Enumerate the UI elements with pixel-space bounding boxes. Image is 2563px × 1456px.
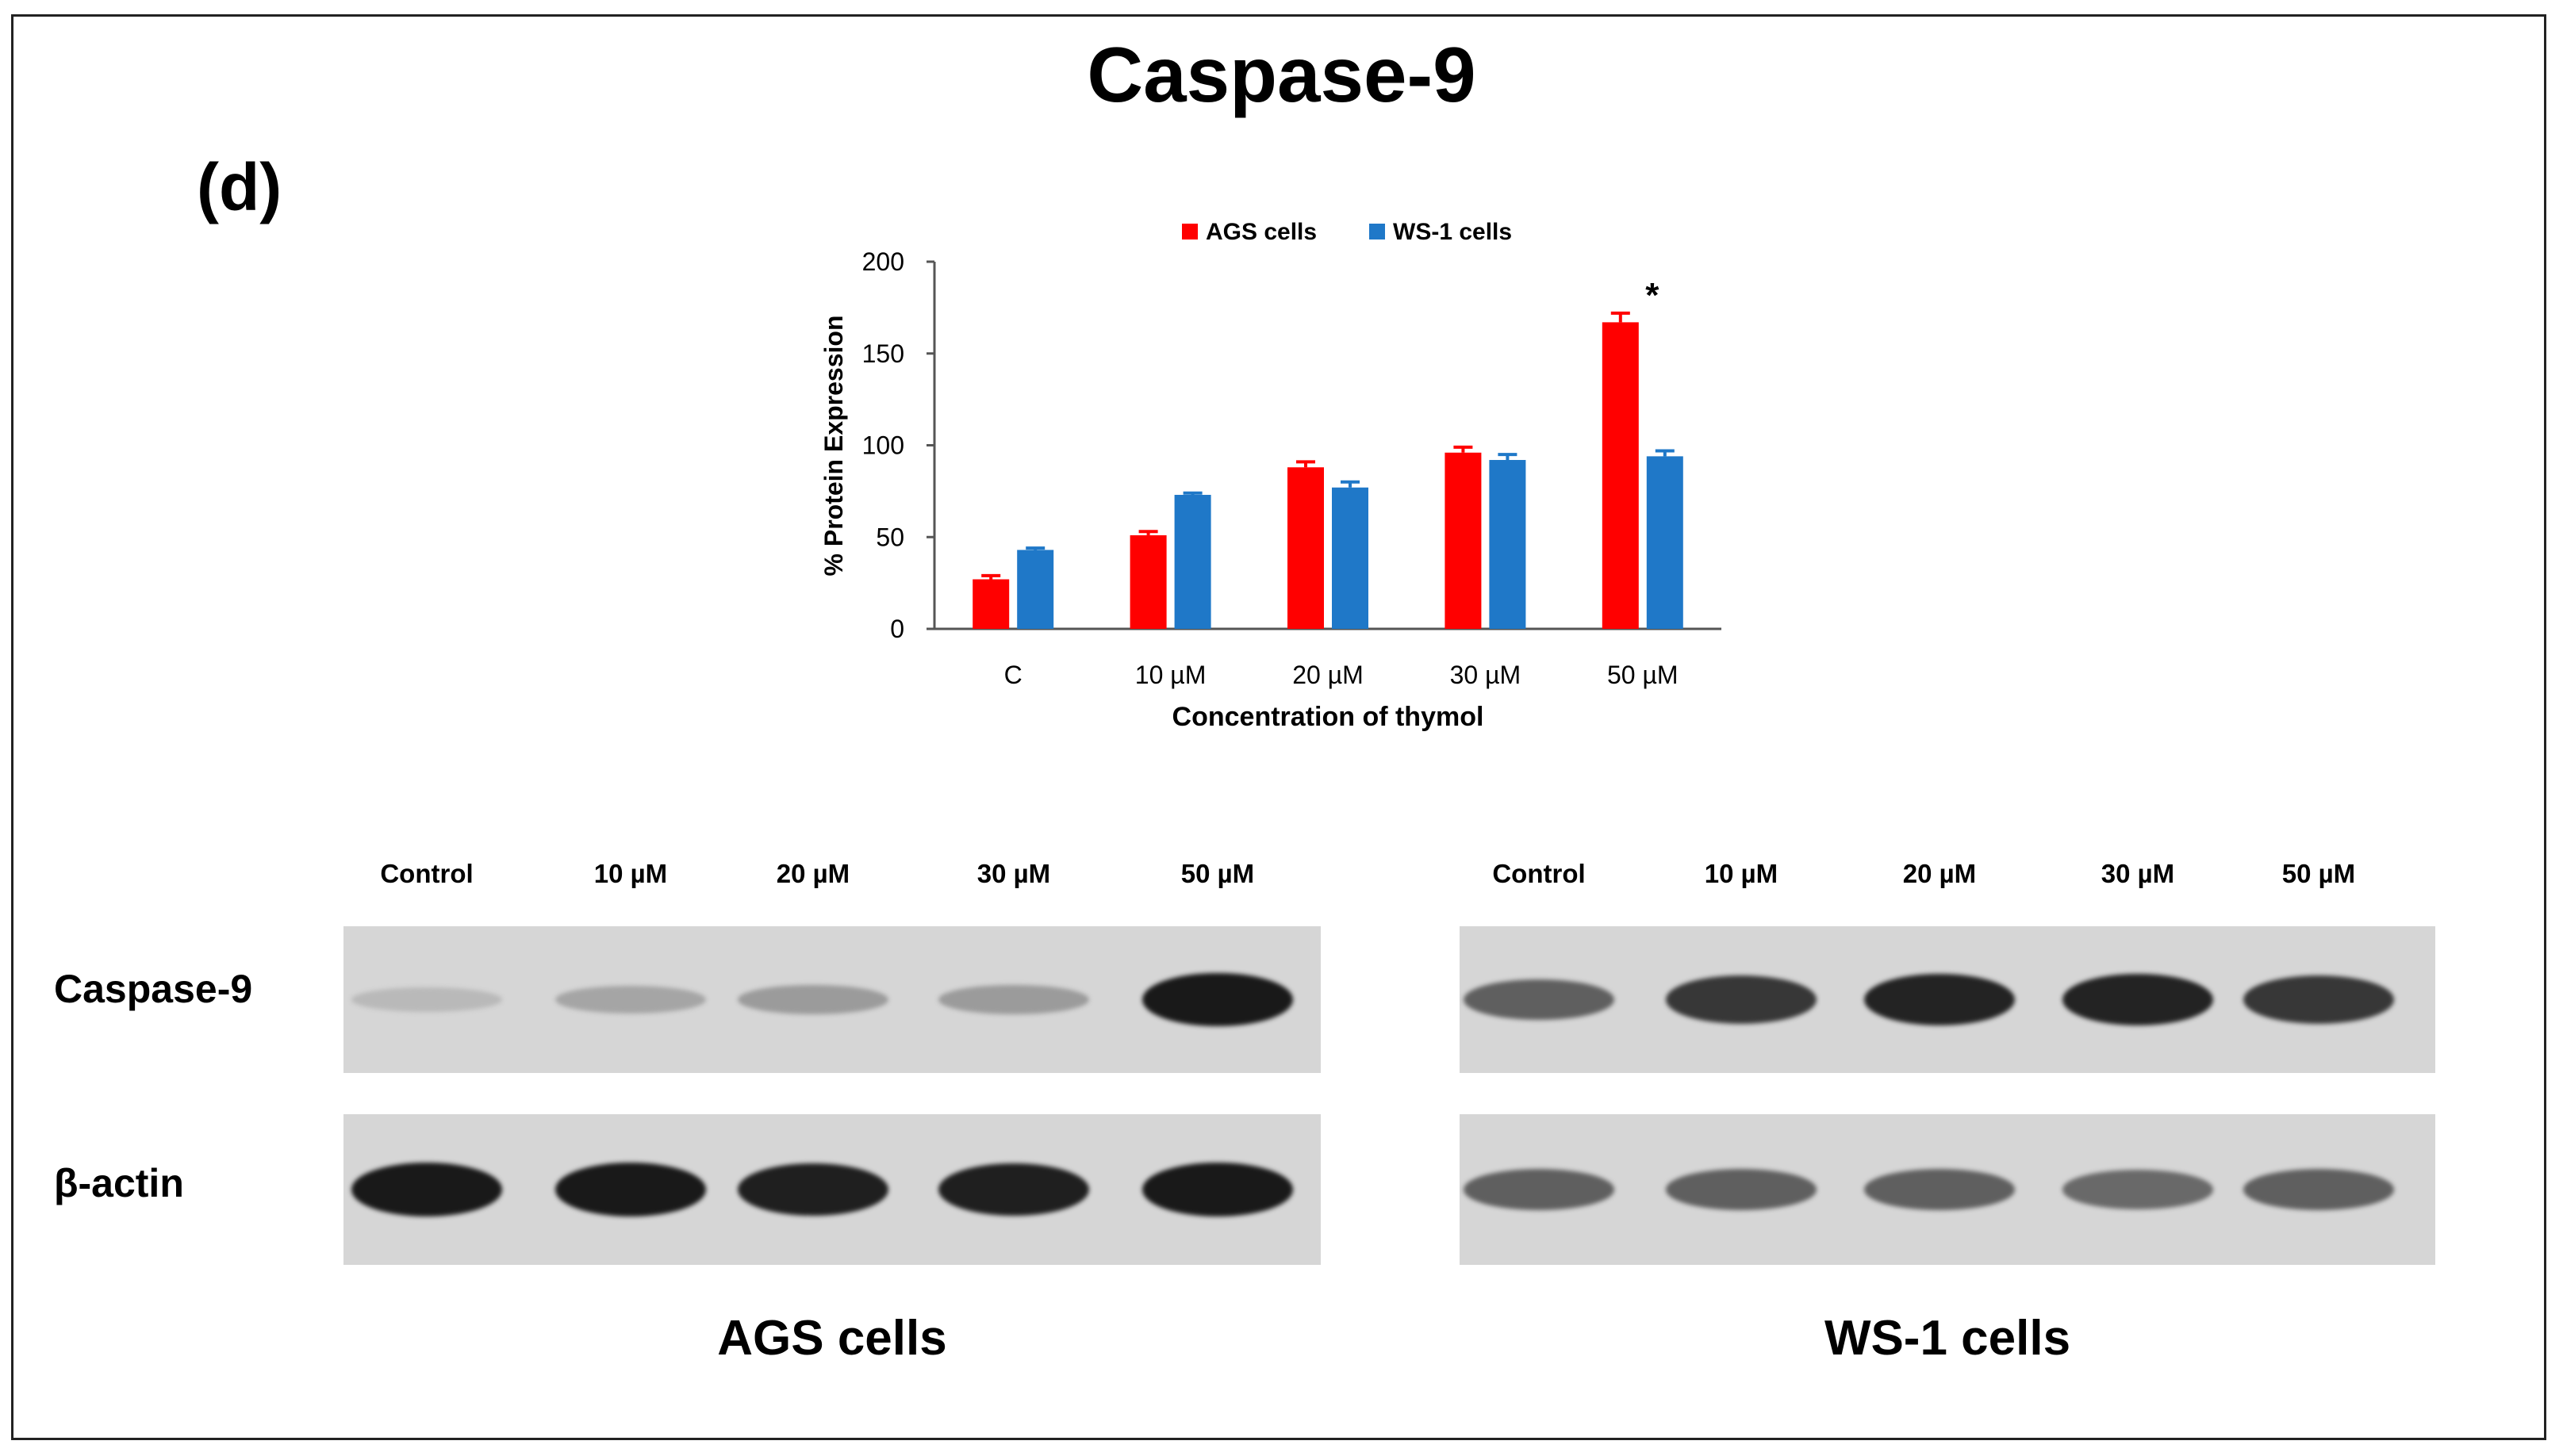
blot-band: [2062, 973, 2213, 1026]
y-tick-label: 150: [862, 339, 904, 368]
blot-band: [1464, 979, 1614, 1021]
x-tick-label: 20 µM: [1292, 661, 1364, 689]
blot-band: [555, 985, 706, 1014]
bar: [1489, 460, 1526, 629]
row-label-caspase-9: Caspase-9: [54, 967, 253, 1011]
figure-frame: [11, 14, 2546, 1440]
blot-band: [2243, 975, 2394, 1024]
y-tick-label: 50: [876, 523, 904, 551]
x-tick-label: C: [1004, 661, 1023, 689]
blot-band: [351, 987, 502, 1012]
blot-band: [351, 1163, 502, 1217]
blot-band: [2062, 1170, 2213, 1209]
x-tick-label: 30 µM: [1450, 661, 1521, 689]
blot-group-label: WS-1 cells: [1824, 1311, 2071, 1366]
bar: [1287, 467, 1324, 629]
y-axis-title: % Protein Expression: [819, 316, 848, 577]
figure-title: Caspase-9: [1087, 31, 1476, 118]
bar: [1445, 452, 1482, 629]
legend-label: AGS cells: [1206, 219, 1317, 245]
lane-label: 10 µM: [1704, 859, 1778, 888]
bar: [973, 579, 1010, 629]
lane-label: 20 µM: [776, 859, 850, 888]
blot-band: [738, 984, 888, 1015]
bar: [1332, 487, 1368, 629]
blot-band: [1142, 972, 1293, 1027]
bar: [1602, 322, 1639, 629]
lane-label: 30 µM: [976, 859, 1051, 888]
legend-swatch: [1369, 224, 1385, 239]
legend-label: WS-1 cells: [1393, 219, 1512, 245]
blot-band: [555, 1163, 706, 1217]
lane-label: Control: [380, 859, 474, 888]
blot-band: [738, 1163, 888, 1217]
blot-band: [1864, 973, 2015, 1026]
legend-swatch: [1182, 224, 1198, 239]
x-axis-title: Concentration of thymol: [1172, 702, 1484, 732]
blot-band: [1864, 1169, 2015, 1210]
bar: [1174, 495, 1211, 629]
bar: [1130, 535, 1167, 629]
panel-label: (d): [197, 150, 282, 224]
blot-band: [1666, 1169, 1817, 1210]
blot-group-label: AGS cells: [717, 1311, 947, 1366]
blot-band: [938, 1163, 1089, 1217]
y-tick-label: 200: [862, 247, 904, 276]
blot-band: [1666, 975, 1817, 1024]
lane-label: 30 µM: [2101, 859, 2175, 888]
bar: [1017, 550, 1054, 629]
significance-marker: *: [1645, 276, 1659, 315]
bar: [1646, 456, 1683, 629]
lane-label: Control: [1492, 859, 1586, 888]
blot-band: [938, 984, 1089, 1015]
x-tick-label: 10 µM: [1135, 661, 1207, 689]
y-tick-label: 0: [890, 615, 904, 643]
lane-label: 50 µM: [2281, 859, 2356, 888]
blot-band: [2243, 1169, 2394, 1210]
row-label-beta-actin: β-actin: [54, 1161, 184, 1205]
lane-label: 10 µM: [593, 859, 668, 888]
blot-band: [1142, 1163, 1293, 1217]
lane-label: 50 µM: [1180, 859, 1255, 888]
x-tick-label: 50 µM: [1607, 661, 1679, 689]
lane-label: 20 µM: [1902, 859, 1977, 888]
y-tick-label: 100: [862, 431, 904, 460]
blot-band: [1464, 1169, 1614, 1210]
